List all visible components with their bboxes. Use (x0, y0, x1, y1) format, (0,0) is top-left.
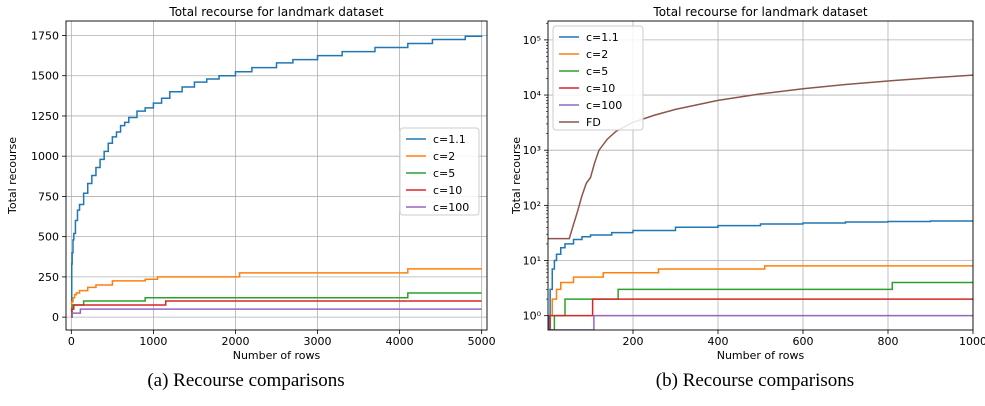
chart2-x-tick-label: 400 (708, 335, 729, 348)
chart2-legend-label: FD (586, 116, 601, 129)
chart2-legend-label: c=1.1 (586, 31, 619, 44)
chart2-x-tick-label: 1000 (959, 335, 985, 348)
chart2-title: Total recourse for landmark dataset (652, 5, 867, 19)
chart1-x-tick-label: 3000 (304, 335, 332, 348)
chart1-y-tick-label: 250 (38, 271, 59, 284)
chart1-y-tick-label: 750 (38, 190, 59, 203)
chart2-y-tick-label: 10¹ (523, 255, 541, 268)
chart1-y-tick-label: 1500 (31, 70, 59, 83)
chart1-x-tick-label: 0 (68, 335, 75, 348)
chart2-y-tick-label: 10⁰ (523, 310, 542, 323)
chart1-legend-label: c=1.1 (433, 133, 466, 146)
chart1-x-tick-label: 2000 (221, 335, 249, 348)
chart1-axes-frame (65, 20, 488, 331)
chart1-legend-label: c=100 (433, 201, 469, 214)
chart1-legend-label: c=2 (433, 150, 455, 163)
chart1-legend-box (399, 127, 480, 216)
chart1-y-tick-label: 500 (38, 231, 59, 244)
chart1-series-line-c-2 (70, 268, 482, 318)
caption-a: (a) Recourse comparisons (147, 370, 345, 391)
chart1-y-tick-label: 0 (52, 311, 59, 324)
chart2-series-line-c-100 (548, 314, 973, 330)
chart1-series-line-c-100 (71, 308, 482, 318)
chart2-series-line-c-10 (548, 298, 973, 330)
chart2-series-line-c-5 (548, 281, 973, 330)
chart1-legend-label: c=5 (433, 167, 455, 180)
chart2-y-tick-label: 10⁵ (523, 34, 541, 47)
chart2-legend-label: c=2 (586, 48, 608, 61)
chart1-y-tick-label: 1250 (31, 110, 59, 123)
chart2-series-line-c-2 (548, 265, 973, 330)
chart2-legend-label: c=10 (586, 82, 615, 95)
chart2-y-tick-label: 10² (523, 199, 541, 212)
chart2-y-tick-label: 10⁴ (523, 89, 542, 102)
chart1-y-axis-label: Total recourse (6, 137, 19, 215)
chart1-y-tick-label: 1000 (31, 150, 59, 163)
caption-b: (b) Recourse comparisons (655, 370, 855, 391)
chart2-series-line-c-1-1 (548, 220, 973, 330)
chart1-x-tick-label: 4000 (386, 335, 414, 348)
chart1-title: Total recourse for landmark dataset (168, 5, 383, 19)
chart2-y-tick-label: 10³ (523, 144, 541, 157)
chart2-legend-box (552, 25, 644, 131)
chart2-x-tick-label: 800 (878, 335, 899, 348)
chart1-legend-label: c=10 (433, 184, 462, 197)
chart2-x-tick-label: 600 (793, 335, 814, 348)
chart2-x-axis-label: Number of rows (717, 349, 805, 362)
chart1-series-line-c-1-1 (70, 35, 483, 318)
chart2-series-line-fd (548, 74, 973, 240)
chart2-legend-label: c=5 (586, 65, 608, 78)
chart1-x-tick-label: 5000 (468, 335, 496, 348)
chart2-x-tick-label: 200 (623, 335, 644, 348)
chart2-axes-frame (547, 20, 974, 331)
chart1-x-axis-label: Number of rows (233, 349, 321, 362)
chart2-legend-label: c=100 (586, 99, 622, 112)
chart2-y-axis-label: Total recourse (510, 137, 523, 215)
chart1-y-tick-label: 1750 (31, 29, 59, 42)
chart1-x-tick-label: 1000 (139, 335, 167, 348)
